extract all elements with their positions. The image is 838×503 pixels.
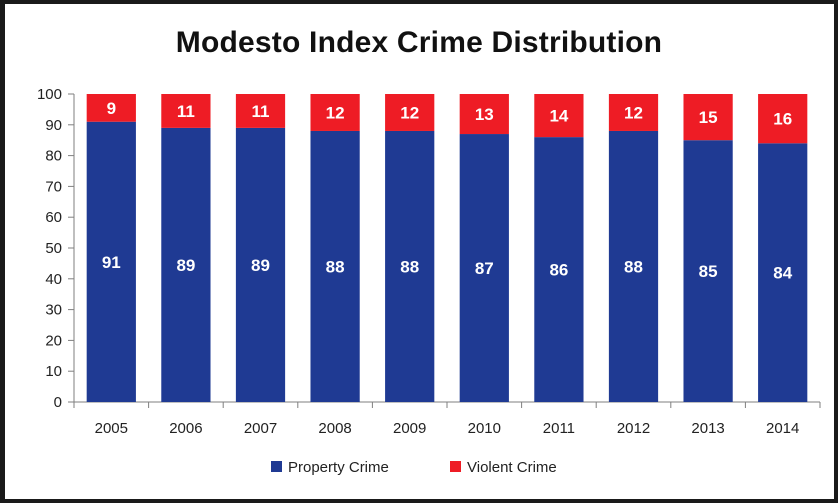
y-tick-label: 90 — [45, 117, 62, 134]
data-label-property-crime: 89 — [251, 256, 270, 275]
bar-violent-crime — [683, 94, 733, 141]
data-label-violent-crime: 12 — [624, 103, 643, 122]
data-label-property-crime: 88 — [326, 257, 345, 276]
legend-label-violent-crime: Violent Crime — [467, 459, 557, 476]
y-tick-label: 50 — [45, 240, 62, 257]
legend-label-property-crime: Property Crime — [288, 459, 389, 476]
x-tick-label: 2014 — [766, 420, 799, 437]
x-tick-label: 2011 — [543, 420, 575, 437]
data-label-property-crime: 86 — [549, 261, 568, 280]
data-label-violent-crime: 13 — [475, 105, 494, 124]
bar-violent-crime — [86, 94, 136, 122]
bar-violent-crime — [161, 94, 211, 128]
x-tick-label: 2012 — [617, 420, 650, 437]
data-label-violent-crime: 12 — [400, 103, 419, 122]
legend-swatch-property-crime — [271, 461, 282, 472]
y-tick-label: 10 — [45, 363, 62, 380]
data-labels: 91 9 89 11 89 11 88 12 88 12 87 13 86 14 88 12 85 15 84 16 — [102, 99, 793, 283]
data-label-property-crime: 84 — [773, 264, 792, 283]
x-tick-label: 2007 — [244, 420, 277, 437]
data-label-violent-crime: 12 — [326, 103, 345, 122]
y-tick-label: 100 — [37, 86, 62, 103]
bar-property-crime — [235, 127, 286, 402]
bar-violent-crime — [235, 94, 286, 128]
bars — [86, 94, 808, 403]
x-tick-label: 2013 — [691, 420, 724, 437]
data-label-property-crime: 88 — [624, 257, 643, 276]
data-label-property-crime: 85 — [699, 262, 718, 281]
y-tick-label: 40 — [45, 271, 62, 288]
x-tick-label: 2005 — [95, 420, 128, 437]
bar-violent-crime — [459, 94, 509, 135]
bar-property-crime — [310, 130, 360, 402]
y-tick-label: 80 — [45, 148, 62, 165]
bar-property-crime — [608, 130, 659, 402]
bar-property-crime — [385, 130, 435, 402]
bar-violent-crime — [534, 94, 584, 138]
x-tick-label: 2009 — [393, 420, 426, 437]
x-tick-label: 2010 — [468, 420, 501, 437]
bar-property-crime — [683, 140, 733, 402]
data-label-violent-crime: 11 — [252, 102, 270, 121]
y-tick-label: 70 — [45, 178, 62, 195]
data-label-property-crime: 88 — [400, 257, 419, 276]
bar-property-crime — [459, 134, 509, 403]
legend: Property Crime Violent Crime — [271, 459, 557, 476]
data-label-violent-crime: 11 — [177, 102, 195, 121]
data-label-violent-crime: 9 — [107, 99, 116, 118]
legend-swatch-violent-crime — [450, 461, 461, 472]
y-tick-label: 30 — [45, 302, 62, 319]
chart-title: Modesto Index Crime Distribution — [175, 26, 663, 59]
data-label-violent-crime: 14 — [549, 107, 568, 126]
bar-property-crime — [758, 143, 808, 402]
y-tick-label: 0 — [54, 394, 62, 411]
bar-violent-crime — [310, 94, 360, 131]
x-tick-label: 2008 — [318, 420, 351, 437]
data-label-violent-crime: 16 — [773, 110, 792, 129]
bar-violent-crime — [608, 94, 659, 131]
bar-violent-crime — [385, 94, 435, 131]
bar-property-crime — [161, 127, 211, 402]
data-label-property-crime: 91 — [102, 253, 121, 272]
data-label-property-crime: 87 — [475, 259, 494, 278]
y-tick-label: 20 — [45, 332, 62, 349]
x-tick-label: 2006 — [169, 420, 202, 437]
bar-property-crime — [86, 121, 136, 402]
bar-property-crime — [534, 137, 584, 402]
y-tick-label: 60 — [45, 209, 62, 226]
data-label-property-crime: 89 — [176, 256, 195, 275]
data-label-violent-crime: 15 — [699, 108, 718, 127]
bar-violent-crime — [758, 94, 808, 144]
